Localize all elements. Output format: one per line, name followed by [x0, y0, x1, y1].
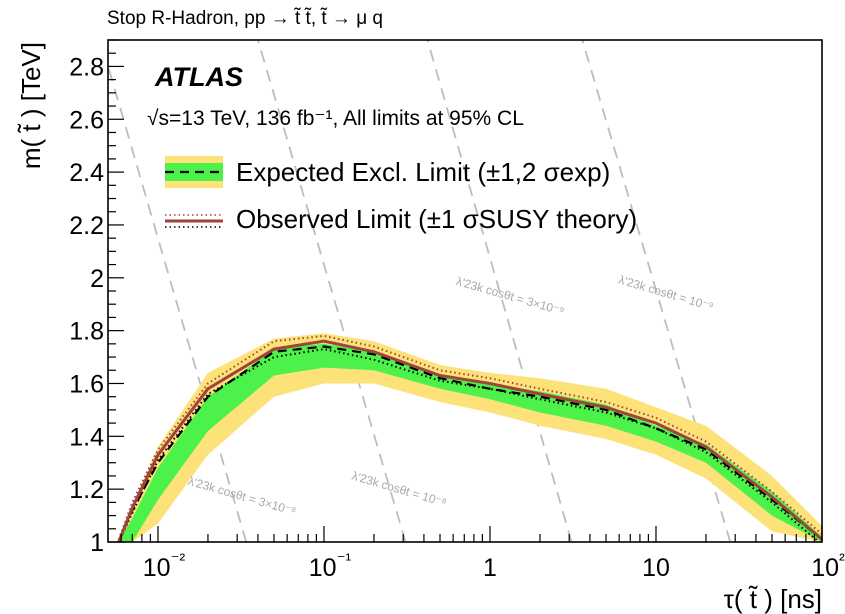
y-tick-label: 1: [90, 529, 104, 557]
observed-theory-up-line: [117, 334, 822, 540]
y-tick-label: 2.6: [69, 106, 104, 134]
coupling-line-label: λ'23k cosθt = 3×10⁻⁹: [455, 274, 566, 318]
x-tick-label: 10⁻¹: [309, 550, 352, 582]
coupling-line-label: λ'23k cosθt = 10⁻⁸: [350, 469, 448, 510]
x-tick-label: 10²: [811, 550, 845, 582]
legend-expected-label: Expected Excl. Limit (±1,2 σexp): [236, 157, 610, 187]
expected-limit-line: [117, 345, 822, 542]
x-tick-label: 10⁻²: [143, 550, 186, 582]
y-tick-label: 1.8: [69, 318, 104, 346]
luminosity-text: √s=13 TeV, 136 fb⁻¹, All limits at 95% C…: [147, 107, 524, 130]
x-tick-label: 1: [483, 554, 497, 582]
observed-limit-line: [117, 339, 822, 542]
legend-observed-label: Observed Limit (±1 σSUSY theory): [236, 204, 637, 234]
legend-band-1sigma-swatch: [165, 163, 223, 181]
y-tick-label: 2: [90, 265, 104, 293]
expected-2sigma-band: [118, 333, 822, 542]
observed-theory-down-line: [117, 348, 821, 542]
y-tick-label: 2.2: [69, 212, 104, 240]
coupling-line: [426, 40, 573, 542]
experiment-label: ATLAS: [154, 62, 243, 92]
coupling-line: [257, 40, 407, 542]
x-tick-label: 10: [642, 554, 670, 582]
y-tick-label: 1.6: [69, 370, 104, 398]
legend: Expected Excl. Limit (±1,2 σexp) Observe…: [165, 156, 637, 234]
coupling-line-label: λ'23k cosθt = 10⁻⁹: [617, 273, 715, 314]
expected-1sigma-band: [118, 343, 822, 542]
coupling-line: [108, 62, 248, 542]
y-axis-title: m( t̃ ) [TeV]: [16, 42, 46, 169]
axes: 1 1.2 1.4 1.6 1.8 2 2.2 2.4 2.6 2.8 10⁻² 10⁻¹ 1 10 10²: [69, 39, 845, 582]
y-tick-label: 2.8: [69, 53, 104, 81]
y-tick-label: 1.2: [69, 476, 104, 504]
x-axis-title: τ( t̃ ) [ns]: [724, 584, 822, 614]
plot-area: [108, 40, 822, 542]
plot-header: Stop R-Hadron, pp → t̃ t̃, t̃ → μ q: [107, 7, 383, 29]
y-tick-label: 2.4: [69, 159, 104, 187]
y-tick-label: 1.4: [69, 423, 104, 451]
coupling-line-label: λ'23k cosθt = 3×10⁻⁸: [186, 474, 297, 519]
